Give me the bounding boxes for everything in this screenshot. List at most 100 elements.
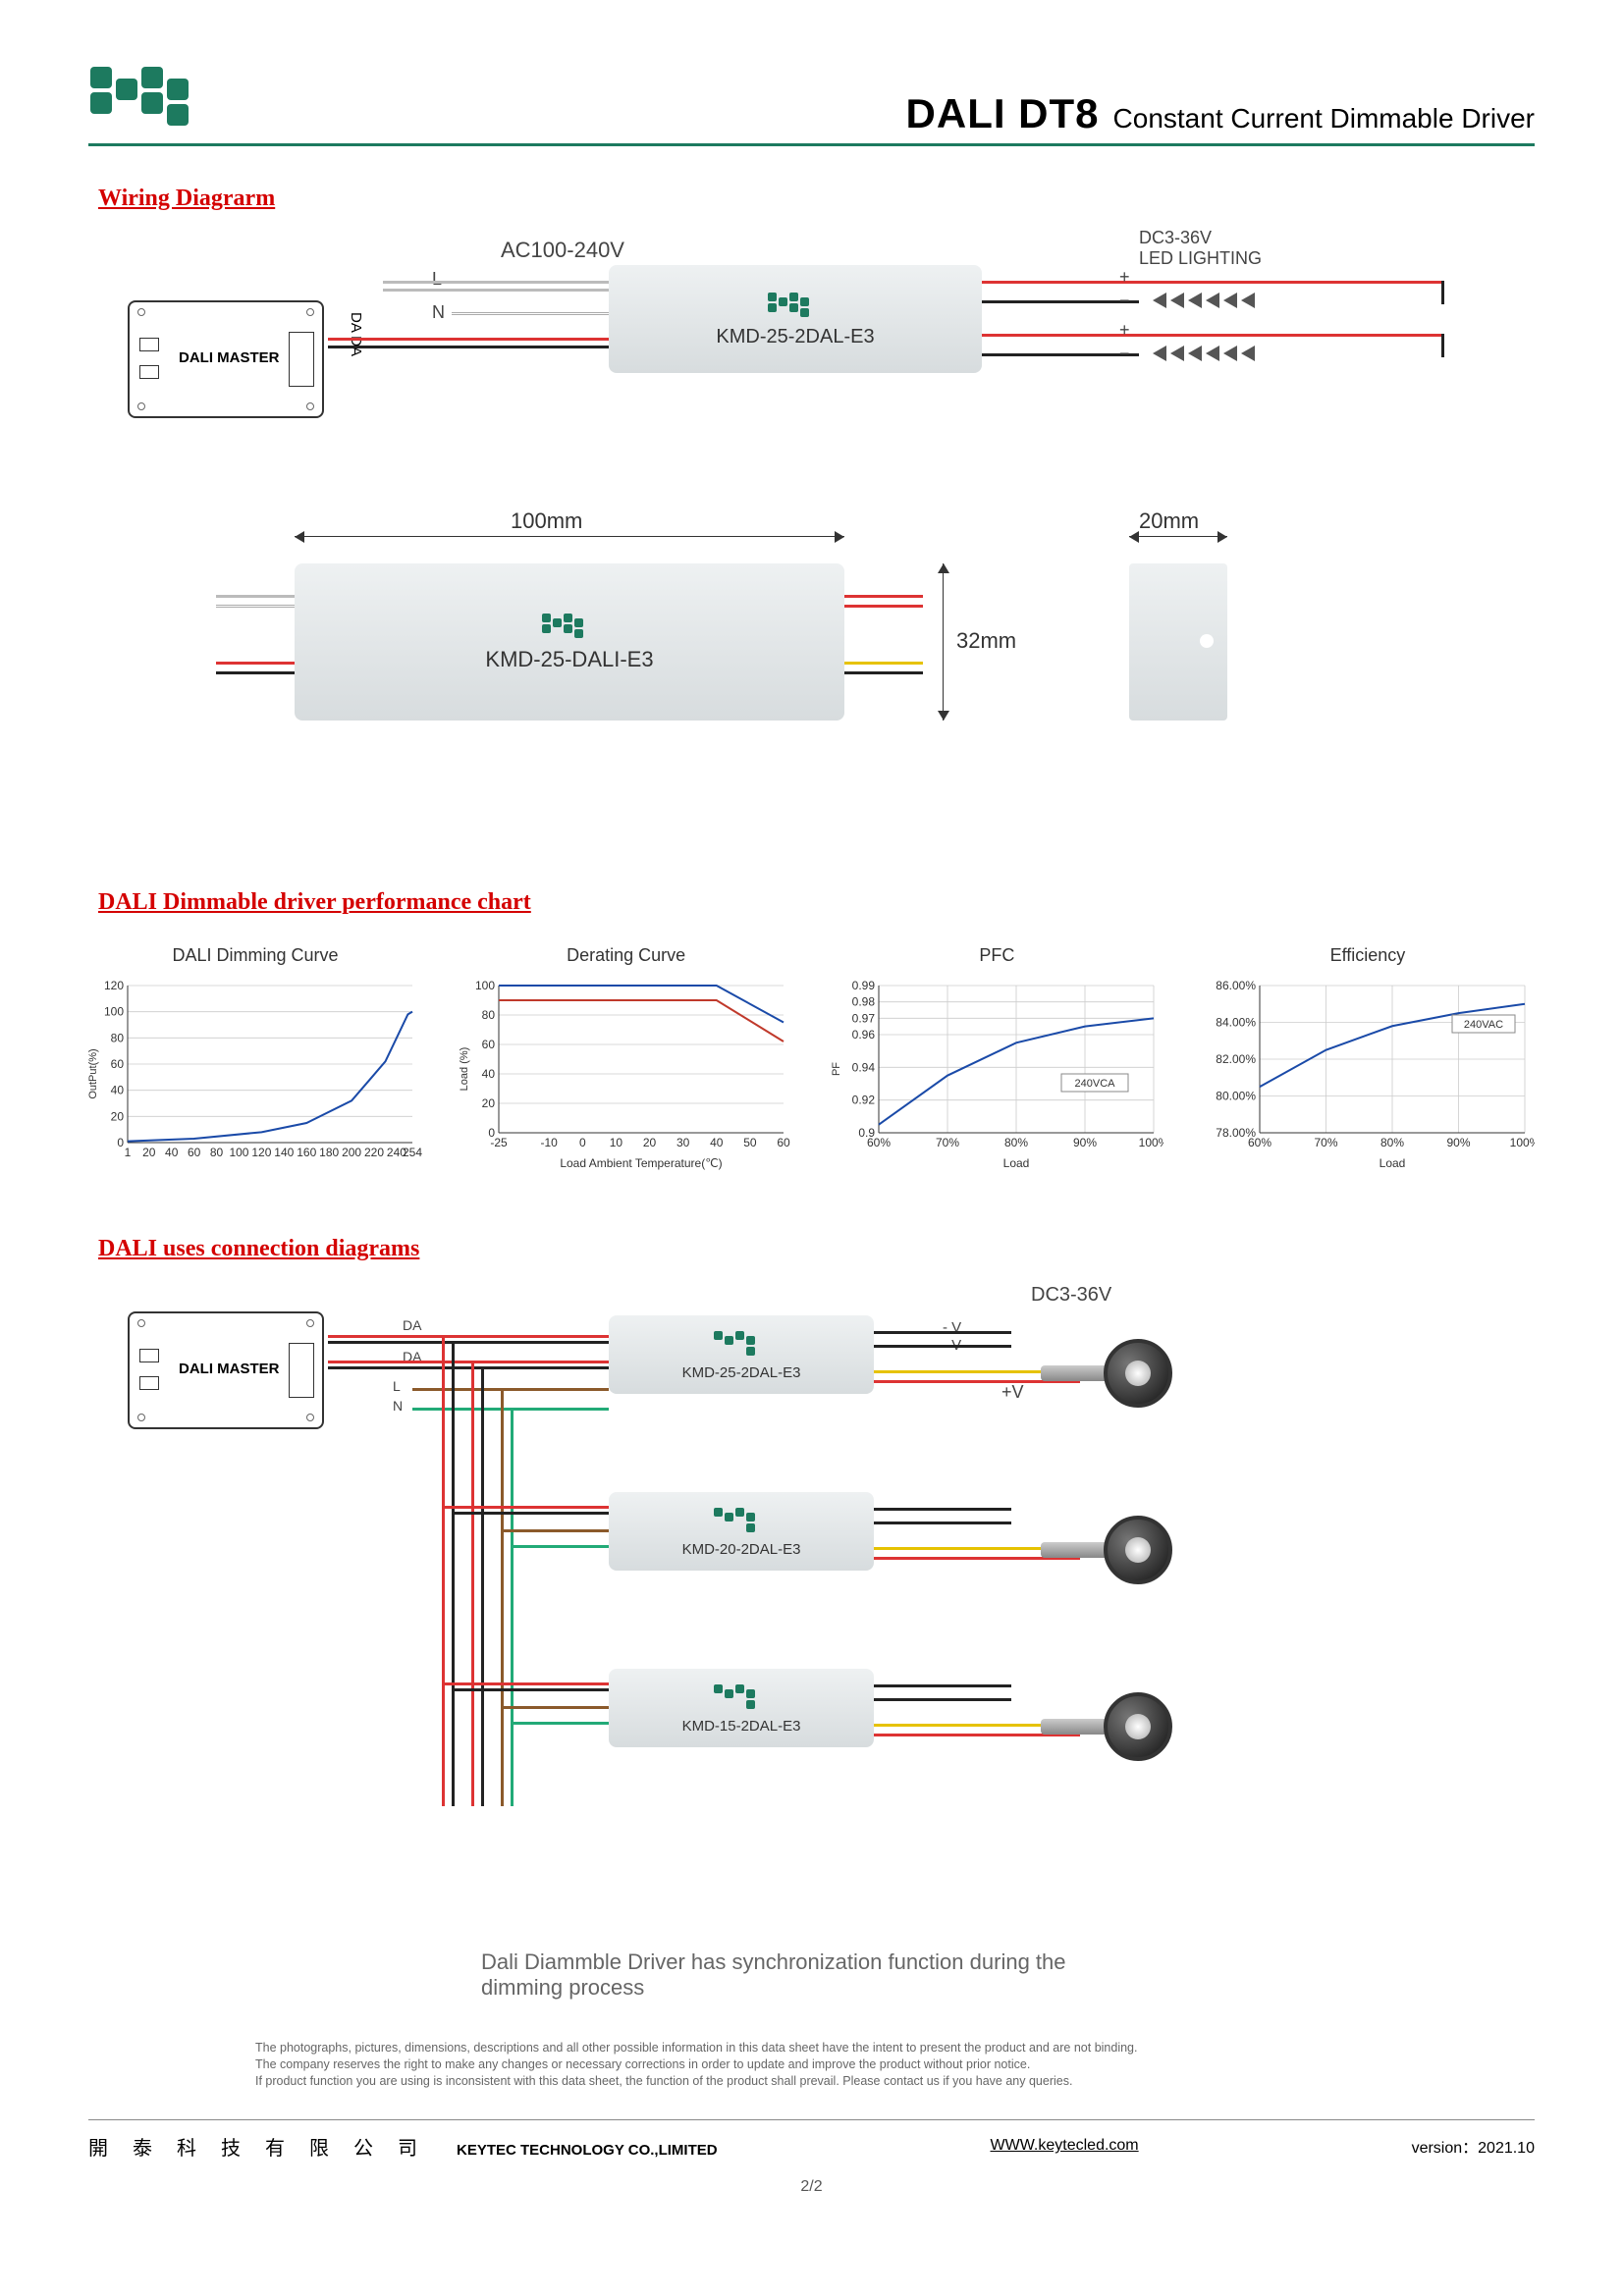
svg-text:OutPut(%): OutPut(%) [88,1048,99,1098]
spotlight-3 [1041,1692,1172,1761]
dali-master-label: DALI MASTER [179,349,280,366]
svg-text:20: 20 [643,1136,657,1149]
svg-text:0.98: 0.98 [852,995,876,1009]
driver-logo [766,291,825,318]
svg-text:80%: 80% [1380,1136,1404,1149]
svg-text:120: 120 [251,1146,271,1159]
svg-text:70%: 70% [1314,1136,1337,1149]
L-label: L [432,269,442,290]
product-subtitle: Constant Current Dimmable Driver [1113,103,1535,134]
svg-text:80: 80 [210,1146,224,1159]
page-number: 2/2 [88,2178,1535,2196]
svg-text:240VCA: 240VCA [1075,1078,1116,1090]
sync-note: Dali Diammble Driver has synchronization… [481,1949,1070,2001]
chart-pfc-title: PFC [830,945,1163,966]
svg-text:Load: Load [1003,1156,1030,1170]
minus-1: − [1119,291,1130,311]
svg-text:40: 40 [481,1067,495,1081]
svg-text:90%: 90% [1073,1136,1097,1149]
svg-text:80%: 80% [1004,1136,1028,1149]
spotlight-1 [1041,1339,1172,1408]
conn-output-v: DC3-36V [1031,1284,1111,1307]
svg-text:240VAC: 240VAC [1464,1019,1503,1031]
svg-text:0.94: 0.94 [852,1060,876,1074]
svg-text:0: 0 [117,1136,124,1149]
svg-text:50: 50 [743,1136,757,1149]
dali-master: DALI MASTER [128,300,324,418]
dimensions-diagram: 100mm KMD-25-DALI-E3 32mm 20mm [88,536,1535,830]
svg-text:60: 60 [481,1038,495,1051]
svg-text:60: 60 [777,1136,790,1149]
svg-text:80.00%: 80.00% [1216,1090,1256,1103]
plusV: +V [1001,1382,1024,1403]
svg-text:0.97: 0.97 [852,1011,876,1025]
svg-text:82.00%: 82.00% [1216,1052,1256,1066]
svg-text:60: 60 [188,1146,201,1159]
plus-1: + [1119,267,1130,288]
minus-2: − [1119,344,1130,364]
svg-text:100: 100 [229,1146,248,1159]
led-chain-1 [1149,293,1255,308]
led-chain-2 [1149,346,1255,361]
svg-text:20: 20 [111,1109,125,1123]
dim-logo [540,612,599,639]
svg-text:40: 40 [111,1084,125,1097]
svg-text:Load: Load [1380,1156,1406,1170]
svg-text:Load (%): Load (%) [460,1047,470,1092]
section-wiring-title: Wiring Diagrarm [98,186,1535,212]
conn-master: DALI MASTER [128,1311,324,1429]
da-label: DA DA [348,312,364,356]
company-logo [88,59,245,137]
svg-text:84.00%: 84.00% [1216,1016,1256,1030]
conn-driver-1-label: KMD-25-2DAL-E3 [682,1364,801,1381]
svg-text:60%: 60% [867,1136,891,1149]
svg-text:80: 80 [111,1031,125,1044]
section-conn-title: DALI uses connection diagrams [98,1236,1535,1262]
dim-height: 32mm [956,628,1016,654]
svg-text:0.96: 0.96 [852,1028,876,1041]
svg-text:100: 100 [104,1005,124,1019]
svg-text:60%: 60% [1248,1136,1271,1149]
svg-text:-25: -25 [490,1136,508,1149]
svg-text:200: 200 [342,1146,361,1159]
chart-eff-title: Efficiency [1201,945,1535,966]
svg-text:70%: 70% [936,1136,959,1149]
conn-driver-2-label: KMD-20-2DAL-E3 [682,1541,801,1558]
svg-text:30: 30 [676,1136,690,1149]
chart-pfc: PFC PF 0.90.920.940.960.970.980.9960%70%… [830,945,1163,1177]
spotlight-2 [1041,1516,1172,1584]
svg-text:40: 40 [710,1136,724,1149]
svg-text:40: 40 [165,1146,179,1159]
svg-text:PF: PF [831,1062,842,1076]
svg-text:0.92: 0.92 [852,1094,876,1107]
conn-N: N [393,1398,403,1414]
svg-text:-10: -10 [540,1136,558,1149]
svg-text:1: 1 [125,1146,132,1159]
connection-diagram: DALI MASTER DA DA L N DC3-36V [88,1292,1535,1920]
svg-text:100%: 100% [1510,1136,1535,1149]
side-view [1129,563,1227,721]
footer-cn: 開 泰 科 技 有 限 公 司 [88,2132,427,2161]
svg-text:86.00%: 86.00% [1216,979,1256,992]
footer: 開 泰 科 技 有 限 公 司 KEYTEC TECHNOLOGY CO.,LI… [88,2119,1535,2161]
svg-text:90%: 90% [1446,1136,1470,1149]
chart-eff: Efficiency 78.00%80.00%82.00%84.00%86.00… [1201,945,1535,1177]
conn-driver-3-label: KMD-15-2DAL-E3 [682,1718,801,1735]
dim-width: 100mm [511,508,582,534]
driver-unit: KMD-25-2DAL-E3 [609,265,982,373]
output-label: DC3-36V LED LIGHTING [1139,228,1262,269]
footer-url[interactable]: WWW.keytecled.com [991,2137,1139,2155]
conn-driver-1: KMD-25-2DAL-E3 [609,1315,874,1394]
header: DALI DT8 Constant Current Dimmable Drive… [88,59,1535,146]
header-title: DALI DT8 Constant Current Dimmable Drive… [906,90,1535,137]
conn-L: L [393,1378,401,1394]
svg-text:10: 10 [609,1136,622,1149]
svg-text:140: 140 [274,1146,294,1159]
svg-text:100: 100 [475,979,495,992]
conn-DA1: DA [403,1317,421,1333]
svg-text:100%: 100% [1139,1136,1163,1149]
driver-model: KMD-25-2DAL-E3 [716,326,874,348]
svg-text:220: 220 [364,1146,384,1159]
charts-row: DALI Dimming Curve OutPut(%) 02040608010… [88,945,1535,1177]
svg-text:0.99: 0.99 [852,979,876,992]
